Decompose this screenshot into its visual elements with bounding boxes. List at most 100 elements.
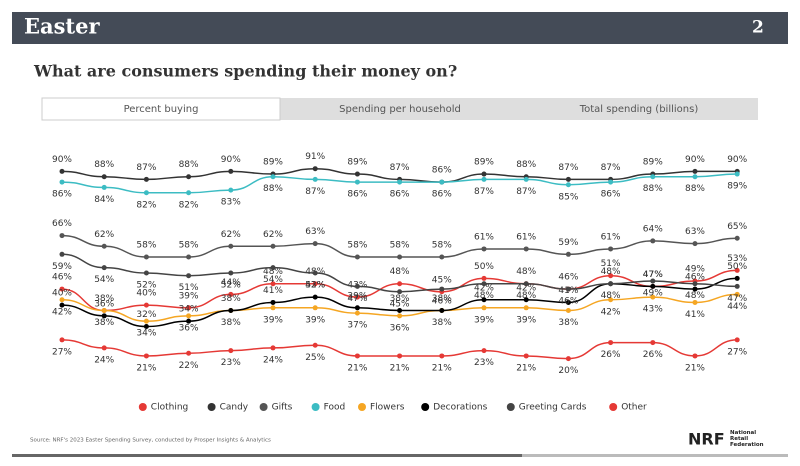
data-label: 88% xyxy=(263,184,283,194)
data-label: 50% xyxy=(727,262,747,272)
point xyxy=(354,254,360,260)
data-label: 36% xyxy=(94,299,114,309)
data-label: 89% xyxy=(347,158,367,168)
point xyxy=(650,238,656,244)
legend-label: Decorations xyxy=(433,403,487,413)
point xyxy=(650,278,656,284)
point xyxy=(608,246,614,252)
tab[interactable]: Spending per household xyxy=(339,104,461,115)
tab[interactable]: Percent buying xyxy=(124,104,199,115)
point xyxy=(312,241,318,247)
point xyxy=(565,182,571,188)
data-label: 38% xyxy=(390,294,410,304)
data-label: 37% xyxy=(347,321,367,331)
point xyxy=(354,305,360,311)
point xyxy=(439,254,445,260)
data-label: 91% xyxy=(305,152,325,162)
data-label: 87% xyxy=(136,163,156,173)
point xyxy=(608,340,614,346)
data-label: 42% xyxy=(474,283,494,293)
point xyxy=(312,270,318,276)
source: Source: NRF's 2023 Easter Spending Surve… xyxy=(30,438,271,444)
point xyxy=(354,310,360,316)
data-label: 58% xyxy=(432,240,452,250)
point xyxy=(186,254,192,260)
point xyxy=(734,275,740,281)
point xyxy=(734,337,740,343)
point xyxy=(101,243,107,249)
data-label: 39% xyxy=(305,315,325,325)
data-label: 46% xyxy=(558,297,578,307)
point xyxy=(397,307,403,313)
tab-active[interactable] xyxy=(41,97,281,121)
point xyxy=(481,281,487,287)
point xyxy=(481,348,487,354)
data-label: 87% xyxy=(305,187,325,197)
data-label: 23% xyxy=(221,358,241,368)
point xyxy=(565,176,571,182)
data-label: 61% xyxy=(516,232,536,242)
point xyxy=(481,305,487,311)
tab[interactable]: Total spending (billions) xyxy=(579,104,699,115)
point xyxy=(734,283,740,289)
data-label: 51% xyxy=(601,259,621,269)
point xyxy=(397,179,403,185)
point xyxy=(397,254,403,260)
data-label: 83% xyxy=(221,198,241,208)
data-label: 59% xyxy=(52,262,72,272)
point xyxy=(481,246,487,252)
data-label: 38% xyxy=(94,294,114,304)
legend-label: Greeting Cards xyxy=(519,403,587,413)
point xyxy=(101,174,107,180)
point xyxy=(59,302,65,308)
point xyxy=(481,171,487,177)
point xyxy=(228,307,234,313)
data-label: 64% xyxy=(643,224,663,234)
point xyxy=(59,337,65,343)
point xyxy=(650,283,656,289)
point xyxy=(101,313,107,319)
point xyxy=(481,176,487,182)
point xyxy=(354,294,360,300)
point xyxy=(734,171,740,177)
data-label: 88% xyxy=(643,184,663,194)
data-label: 46% xyxy=(558,273,578,283)
point xyxy=(228,270,234,276)
point xyxy=(186,273,192,279)
point xyxy=(312,166,318,172)
data-label: 47% xyxy=(643,270,663,280)
data-label: 47% xyxy=(347,294,367,304)
data-label: 89% xyxy=(474,158,494,168)
data-label: 22% xyxy=(179,361,199,371)
point xyxy=(439,353,445,359)
data-label: 52% xyxy=(305,281,325,291)
point xyxy=(397,313,403,319)
data-label: 62% xyxy=(221,230,241,240)
legend-swatch xyxy=(311,403,320,411)
data-label: 63% xyxy=(685,227,705,237)
data-label: 48% xyxy=(601,267,621,277)
point xyxy=(692,299,698,305)
data-label: 32% xyxy=(136,310,156,320)
data-label: 48% xyxy=(474,291,494,301)
data-label: 51% xyxy=(179,283,199,293)
data-label: 61% xyxy=(601,232,621,242)
point xyxy=(608,179,614,185)
data-label: 89% xyxy=(727,182,747,192)
point xyxy=(481,275,487,281)
data-label: 27% xyxy=(727,347,747,357)
point xyxy=(312,342,318,348)
data-label: 53% xyxy=(727,254,747,264)
point xyxy=(143,302,149,308)
data-label: 61% xyxy=(474,232,494,242)
point xyxy=(650,294,656,300)
data-label: 44% xyxy=(727,302,747,312)
footer-bar xyxy=(522,454,788,457)
point xyxy=(692,353,698,359)
data-label: 87% xyxy=(516,187,536,197)
legend-swatch xyxy=(609,403,618,411)
data-label: 47% xyxy=(727,294,747,304)
point xyxy=(692,286,698,292)
point xyxy=(565,299,571,305)
data-label: 21% xyxy=(516,363,536,373)
